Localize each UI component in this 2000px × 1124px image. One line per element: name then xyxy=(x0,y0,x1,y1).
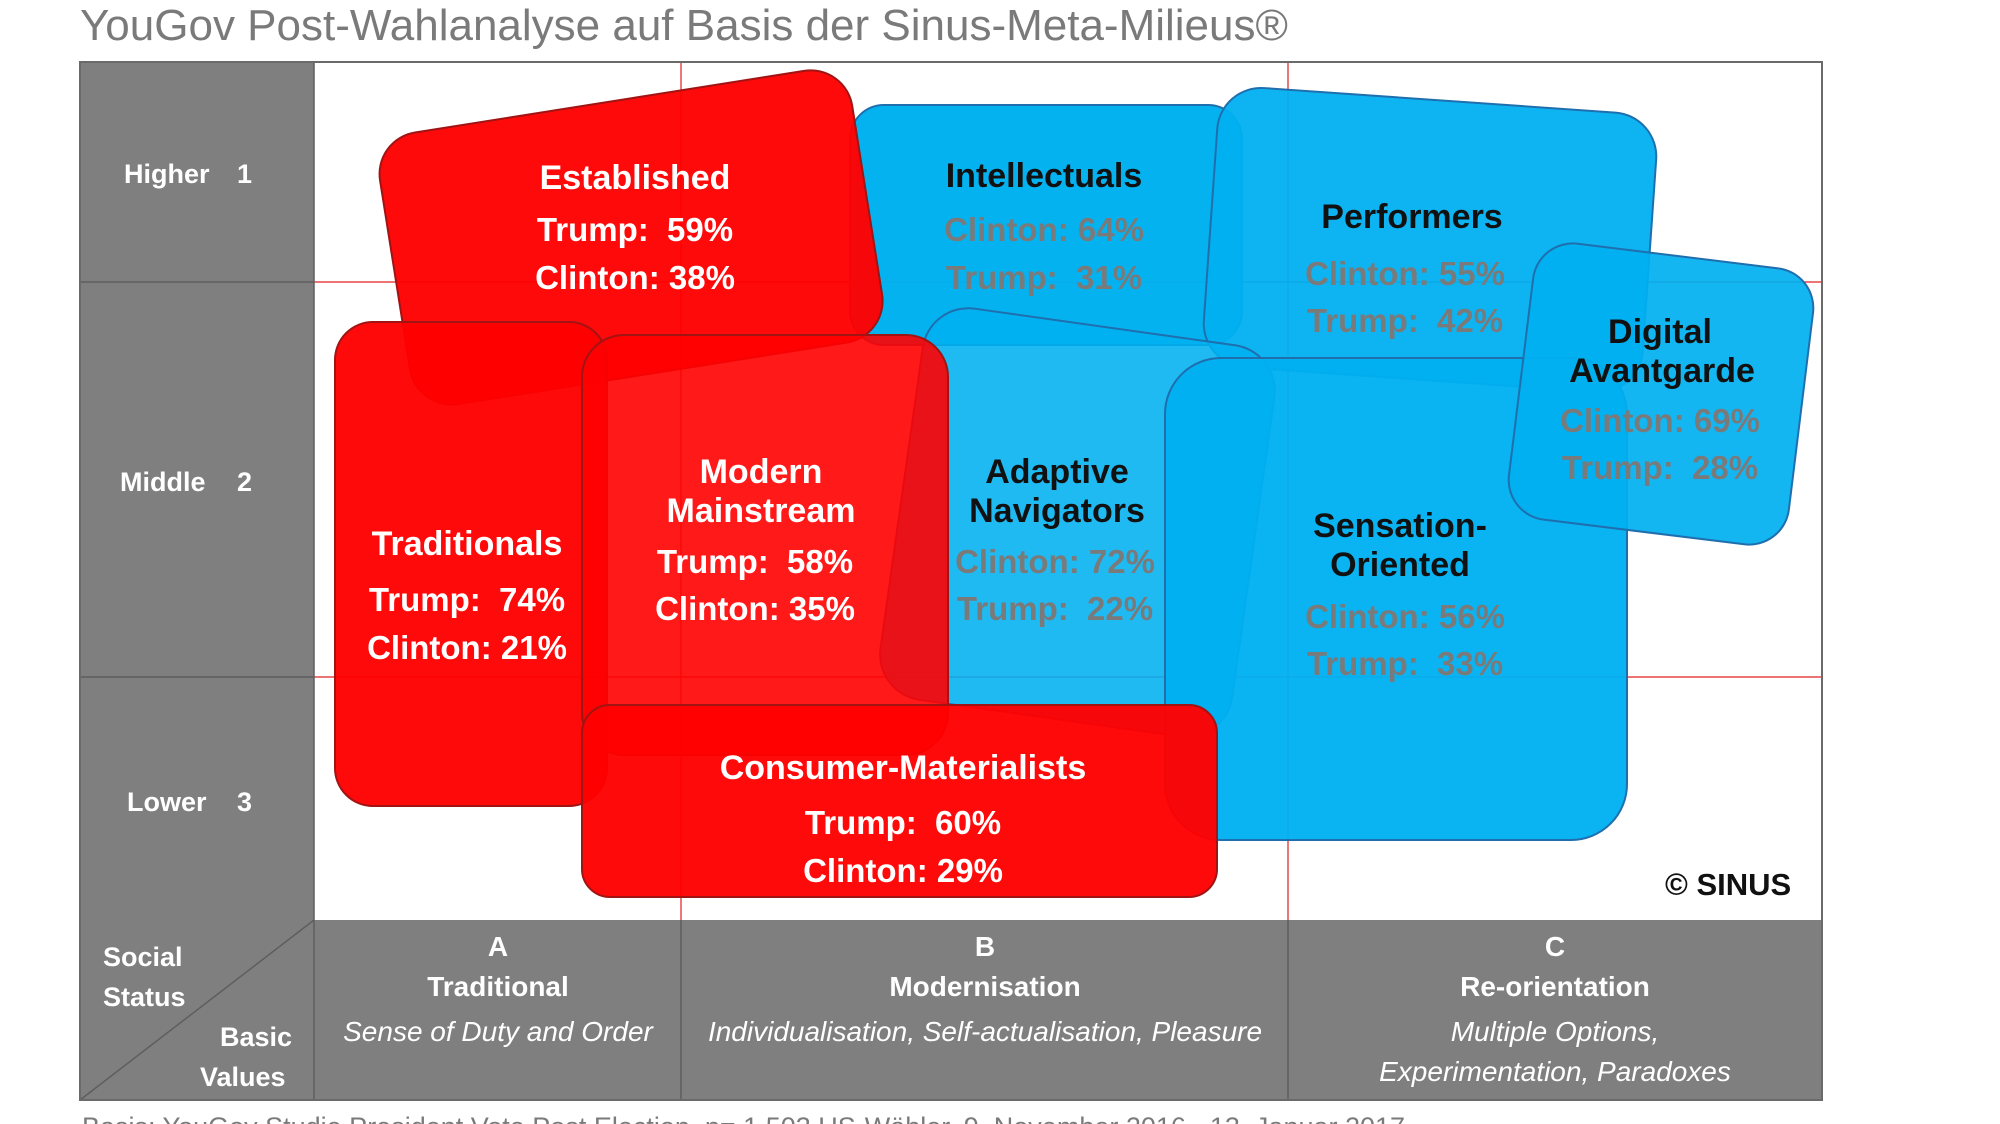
milieu-value-traditionals-2: Clinton: 21% xyxy=(367,629,567,666)
page-title: YouGov Post-Wahlanalyse auf Basis der Si… xyxy=(80,1,1288,50)
milieu-name-modern-mainstream-2: Mainstream xyxy=(667,492,856,530)
milieu-shape-digital-avantgarde xyxy=(1507,242,1815,546)
corner-basic-1: Basic xyxy=(220,1022,292,1052)
milieu-name-digital-avantgarde-2: Avantgarde xyxy=(1569,352,1755,390)
column-a-desc: Sense of Duty and Order xyxy=(343,1016,654,1047)
diagram-frame xyxy=(79,61,1823,1101)
milieu-name-consumer-materialists: Consumer-Materialists xyxy=(720,749,1087,787)
social-status-axis: Higher 1 Middle 2 Lower 3 xyxy=(80,62,315,920)
milieu-value-adaptive-navigators-2: Trump: 22% xyxy=(957,590,1153,627)
milieu-name-sensation-oriented-2: Oriented xyxy=(1330,546,1470,584)
milieu-value-adaptive-navigators-1: Clinton: 72% xyxy=(955,543,1155,580)
milieu-name-performers: Performers xyxy=(1321,198,1502,236)
milieu-shapes xyxy=(334,69,1815,898)
basic-values-axis: Social Status Basic Values A Traditional… xyxy=(79,919,1822,1101)
row-num-higher: 1 xyxy=(237,159,252,189)
copyright-label: © SINUS xyxy=(1665,867,1791,902)
milieu-value-established-2: Clinton: 38% xyxy=(535,259,735,296)
milieu-value-consumer-materialists-1: Trump: 60% xyxy=(805,804,1001,841)
milieu-shape-consumer-materialists xyxy=(581,704,1218,898)
row-label-higher: Higher xyxy=(124,159,210,189)
corner-basic-2: Values xyxy=(200,1062,286,1092)
milieu-value-consumer-materialists-2: Clinton: 29% xyxy=(803,852,1003,889)
milieu-name-digital-avantgarde-1: Digital xyxy=(1608,313,1712,351)
column-b-name: Modernisation xyxy=(889,971,1080,1002)
corner-diagonal xyxy=(79,919,315,1101)
milieu-value-intellectuals-2: Trump: 31% xyxy=(946,259,1142,296)
milieu-value-modern-mainstream-1: Trump: 58% xyxy=(657,543,853,580)
row-label-lower: Lower xyxy=(127,787,207,817)
milieu-name-sensation-oriented-1: Sensation- xyxy=(1313,507,1487,545)
milieu-name-adaptive-navigators-1: Adaptive xyxy=(985,453,1129,491)
milieu-value-digital-avantgarde-1: Clinton: 69% xyxy=(1560,402,1760,439)
milieu-name-modern-mainstream-1: Modern xyxy=(700,453,823,491)
column-a-name: Traditional xyxy=(427,971,569,1002)
milieu-value-digital-avantgarde-2: Trump: 28% xyxy=(1562,449,1758,486)
row-label-middle: Middle xyxy=(120,467,206,497)
column-c-desc-1: Multiple Options, xyxy=(1451,1016,1660,1047)
column-a-letter: A xyxy=(488,931,508,962)
milieu-value-performers-1: Clinton: 55% xyxy=(1305,255,1505,292)
milieu-labels: Established Trump: 59% Clinton: 38% Inte… xyxy=(367,157,1760,889)
milieu-name-intellectuals: Intellectuals xyxy=(946,157,1143,195)
milieu-shape-traditionals xyxy=(334,321,608,807)
row-num-middle: 2 xyxy=(237,467,252,497)
row-num-lower: 3 xyxy=(237,787,252,817)
column-c-desc-2: Experimentation, Paradoxes xyxy=(1379,1056,1731,1087)
milieu-name-traditionals: Traditionals xyxy=(372,525,563,563)
milieu-value-intellectuals-1: Clinton: 64% xyxy=(944,211,1144,248)
corner-social-1: Social xyxy=(103,942,183,972)
column-c-name: Re-orientation xyxy=(1460,971,1650,1002)
milieu-value-traditionals-1: Trump: 74% xyxy=(369,581,565,618)
milieu-value-performers-2: Trump: 42% xyxy=(1307,302,1503,339)
milieu-name-established: Established xyxy=(540,159,731,197)
milieu-value-established-1: Trump: 59% xyxy=(537,211,733,248)
corner-social-2: Status xyxy=(103,982,186,1012)
milieu-value-modern-mainstream-2: Clinton: 35% xyxy=(655,590,855,627)
milieu-value-sensation-oriented-2: Trump: 33% xyxy=(1307,645,1503,682)
milieu-value-sensation-oriented-1: Clinton: 56% xyxy=(1305,598,1505,635)
column-c-letter: C xyxy=(1545,931,1565,962)
column-b-desc: Individualisation, Self-actualisation, P… xyxy=(708,1016,1262,1047)
column-b-letter: B xyxy=(975,931,995,962)
footer-note: Basis: YouGov Studie President Vote Post… xyxy=(82,1112,1405,1124)
milieu-name-adaptive-navigators-2: Navigators xyxy=(969,492,1145,530)
